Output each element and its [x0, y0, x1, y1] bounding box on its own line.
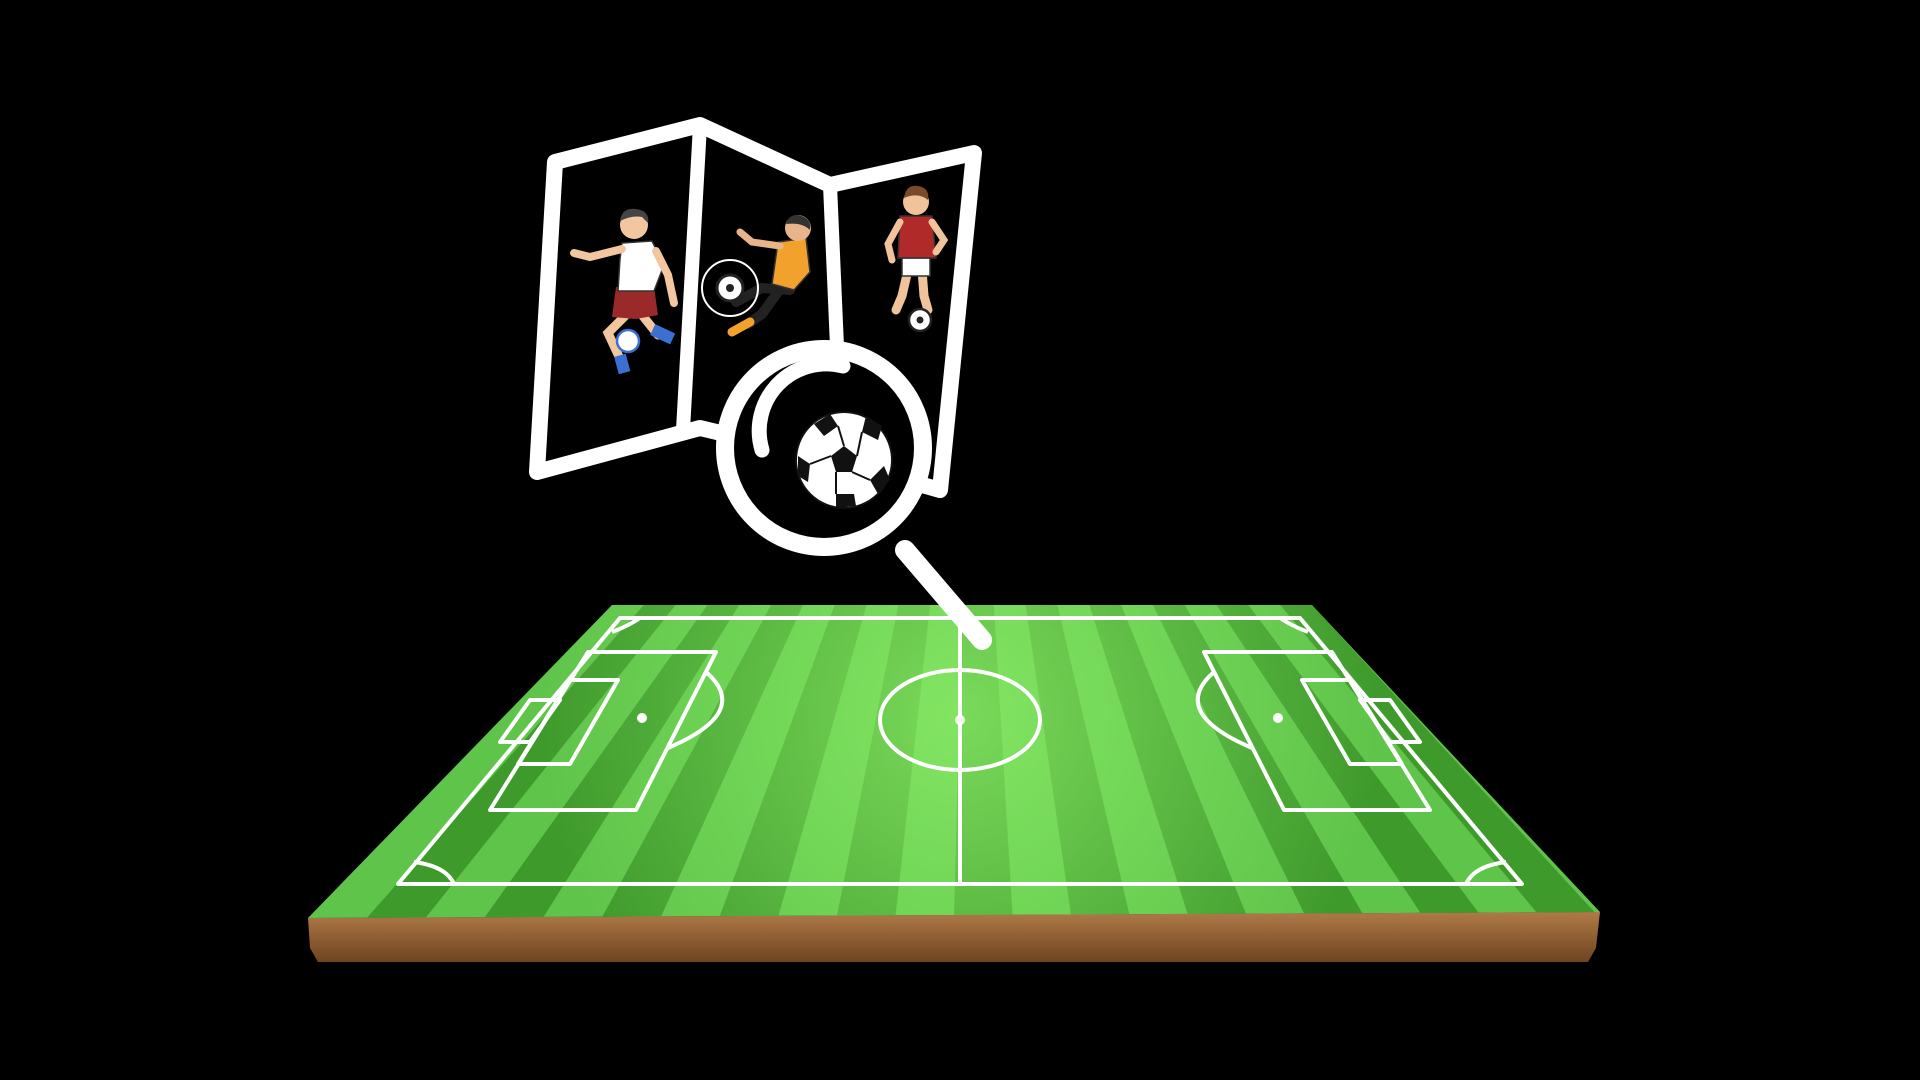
- right-penalty-spot: [1273, 713, 1283, 723]
- left-penalty-arc: [667, 670, 725, 750]
- player-sock: [727, 317, 755, 337]
- player-leg: [602, 310, 631, 368]
- player-red-shirt: [884, 185, 949, 333]
- right-penalty-area: [1202, 650, 1432, 812]
- player-shorts: [612, 287, 658, 319]
- player-shorts: [901, 257, 931, 277]
- player-arm: [736, 228, 784, 250]
- player-leg: [891, 265, 913, 315]
- soccer-ball: [615, 328, 641, 354]
- pitch-boundary: [396, 616, 1524, 886]
- corner-arc-bottom-right: [1464, 860, 1507, 885]
- map-fold-left: [676, 118, 707, 437]
- ball-patch: [870, 466, 890, 494]
- left-goal: [498, 698, 562, 744]
- right-goal: [1358, 698, 1422, 744]
- target-ring-icon: [701, 259, 759, 317]
- magnifier-glare: [751, 356, 851, 458]
- center-circle: [878, 668, 1042, 772]
- ball-patch: [836, 494, 856, 508]
- player-hair: [620, 208, 649, 223]
- soccer-ball-icon: [795, 411, 893, 509]
- ball-patch: [814, 414, 838, 436]
- magnifying-glass-icon: [716, 340, 992, 650]
- player-hair: [786, 215, 811, 230]
- player-hair: [904, 185, 929, 200]
- magnifier-handle: [895, 540, 992, 650]
- corner-arc-bottom-left: [413, 860, 456, 885]
- player-arm: [884, 218, 904, 264]
- ball-patch: [798, 456, 810, 482]
- player-arm: [928, 218, 949, 256]
- player-sock: [650, 324, 676, 345]
- player-leg: [731, 282, 795, 307]
- pitch-markings: [396, 616, 1524, 886]
- corner-arc-top-right: [1278, 616, 1309, 634]
- right-penalty-arc: [1195, 670, 1253, 750]
- player-arm: [570, 245, 626, 262]
- player-leg: [917, 265, 933, 315]
- player-sock: [614, 353, 631, 375]
- ball-outline: [795, 411, 893, 509]
- pitch-soil-edge: [308, 912, 1600, 962]
- soccer-ball-patch: [726, 284, 734, 292]
- player-shirt: [617, 240, 665, 292]
- ball-center-patch: [831, 446, 857, 472]
- center-spot: [955, 715, 965, 725]
- left-penalty-spot: [637, 713, 647, 723]
- player-white-shirt: [570, 208, 678, 375]
- player-arm: [652, 247, 678, 307]
- right-goal-area: [1300, 678, 1404, 766]
- soccer-ball-patch: [916, 316, 924, 324]
- player-orange-shirt: [701, 215, 811, 337]
- ball-patch: [862, 416, 882, 440]
- ball-seams: [809, 425, 871, 494]
- player-shirt: [897, 215, 937, 259]
- corner-arc-top-left: [611, 616, 642, 634]
